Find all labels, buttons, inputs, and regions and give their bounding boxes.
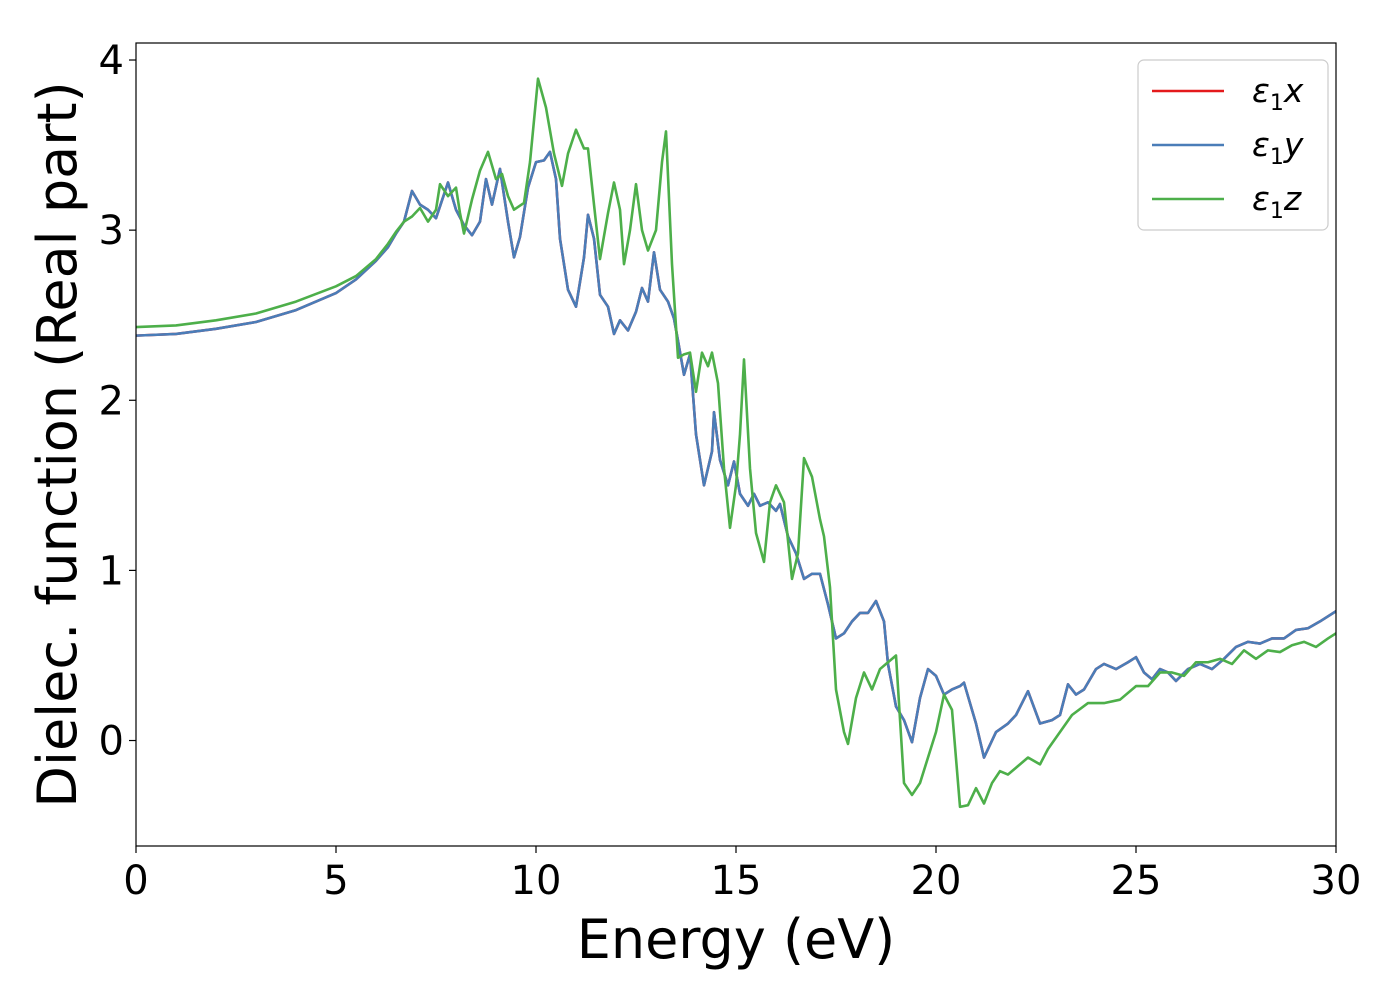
x-tick-label: 5	[323, 858, 348, 904]
legend-box	[1137, 59, 1329, 231]
y-tick-label: 1	[99, 548, 124, 594]
legend-label-sub: 1	[1270, 91, 1284, 116]
legend-label-y: ε1y	[1252, 125, 1304, 170]
y-tick-label: 4	[99, 38, 124, 84]
y-tick-label: 2	[99, 378, 124, 424]
x-tick-label: 20	[911, 858, 962, 904]
x-tick-label: 15	[711, 858, 762, 904]
legend-label-tail: y	[1283, 125, 1304, 164]
legend-label-main: ε	[1252, 179, 1270, 218]
x-axis: 0 5 10 15 20 25 30	[123, 846, 1361, 904]
legend-label-z: ε1z	[1252, 179, 1302, 224]
x-tick-label: 30	[1311, 858, 1362, 904]
x-axis-label: Energy (eV)	[577, 908, 896, 971]
legend-label-main: ε	[1252, 71, 1270, 110]
series-layer	[136, 77, 1336, 809]
legend-label-tail: z	[1283, 179, 1302, 218]
legend-label-sub: 1	[1270, 199, 1284, 224]
series-line-z	[136, 77, 1336, 809]
y-tick-label: 3	[99, 208, 124, 254]
y-axis: 0 1 2 3 4	[99, 38, 136, 765]
y-axis-label: Dielec. function (Real part)	[26, 81, 89, 807]
legend-label-x: ε1x	[1252, 71, 1304, 116]
x-tick-label: 25	[1111, 858, 1162, 904]
legend-label-main: ε	[1252, 125, 1270, 164]
x-tick-label: 10	[511, 858, 562, 904]
x-tick-label: 0	[123, 858, 148, 904]
series-line-y	[136, 150, 1336, 759]
y-tick-label: 0	[99, 719, 124, 765]
legend-label-sub: 1	[1270, 145, 1284, 170]
legend-label-tail: x	[1283, 71, 1304, 110]
